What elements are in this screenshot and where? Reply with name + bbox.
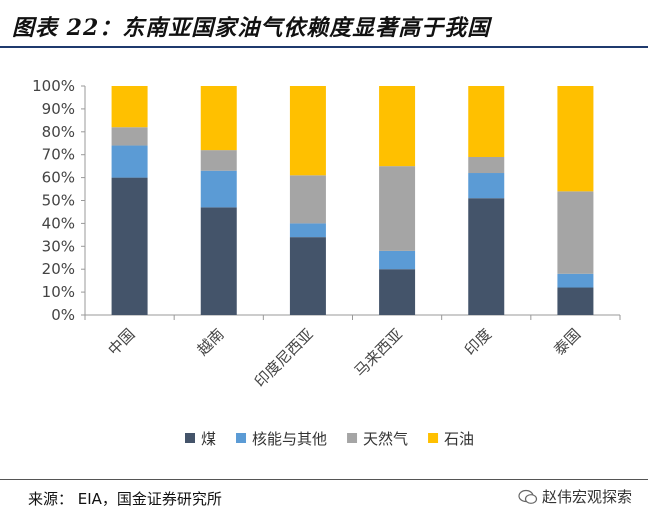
- bar-天然气-泰国: [557, 191, 594, 274]
- bar-核能与其他-马来西亚: [379, 250, 416, 270]
- bar-煤-泰国: [557, 287, 594, 315]
- bar-石油-泰国: [557, 86, 594, 192]
- stacked-bar-chart: 0% 10% 20% 30% 40% 50% 60% 70% 80% 90% 100% 中国 越南 印度尼…: [32, 77, 621, 448]
- x-tick-label: 泰国: [550, 325, 584, 359]
- legend-swatch-天然气: [347, 433, 358, 443]
- x-tick-label: 印度尼西亚: [251, 325, 317, 391]
- y-tick-label: 0%: [51, 306, 75, 324]
- title-bar: 图表 22：东南亚国家油气依赖度显著高于我国: [0, 0, 648, 48]
- legend-label: 煤: [201, 430, 216, 448]
- bar-天然气-印度: [468, 156, 505, 174]
- y-tick-label: 60%: [42, 169, 75, 187]
- legend-label: 石油: [444, 430, 474, 448]
- wechat-icon: [518, 489, 538, 504]
- bar-天然气-越南: [200, 150, 237, 171]
- bar-天然气-马来西亚: [379, 166, 416, 251]
- source-note: 来源： EIA，国金证券研究所: [28, 490, 222, 508]
- x-tick-label: 印度: [461, 325, 495, 359]
- legend-swatch-核能与其他: [236, 433, 247, 443]
- y-tick-label: 90%: [42, 100, 75, 118]
- bar-石油-印度: [468, 86, 505, 157]
- footer-divider: [0, 479, 648, 480]
- y-tick-label: 30%: [42, 237, 75, 255]
- chart-title: 图表 22：东南亚国家油气依赖度显著高于我国: [12, 15, 491, 41]
- bar-核能与其他-泰国: [557, 273, 594, 288]
- legend-swatch-石油: [428, 433, 439, 443]
- bar-煤-印度: [468, 198, 505, 315]
- bar-核能与其他-中国: [111, 145, 148, 178]
- bar-天然气-印度尼西亚: [289, 175, 326, 224]
- bar-核能与其他-印度尼西亚: [289, 223, 326, 238]
- y-tick-label: 40%: [42, 214, 75, 232]
- y-tick-label: 10%: [42, 283, 75, 301]
- y-tick-label: 50%: [42, 192, 75, 210]
- bar-天然气-中国: [111, 127, 148, 146]
- legend-label: 核能与其他: [252, 430, 327, 448]
- legend-label: 天然气: [363, 430, 408, 448]
- y-tick-label: 100%: [32, 77, 75, 95]
- bar-煤-印度尼西亚: [289, 237, 326, 315]
- x-tick-label: 中国: [104, 325, 138, 359]
- bar-石油-印度尼西亚: [289, 86, 326, 176]
- bar-石油-中国: [111, 86, 148, 128]
- y-tick-label: 70%: [42, 146, 75, 164]
- watermark-text: 赵伟宏观探索: [541, 488, 632, 506]
- bar-石油-马来西亚: [379, 86, 416, 167]
- bar-煤-中国: [111, 177, 148, 315]
- bar-煤-越南: [200, 207, 237, 315]
- bar-核能与其他-越南: [200, 170, 237, 208]
- x-tick-label: 马来西亚: [351, 325, 406, 380]
- bar-石油-越南: [200, 86, 237, 151]
- legend-swatch-煤: [185, 433, 195, 443]
- y-tick-label: 80%: [42, 123, 75, 141]
- title-divider: [0, 46, 648, 48]
- watermark: 赵伟宏观探索: [518, 486, 632, 507]
- x-tick-label: 越南: [194, 325, 228, 359]
- bar-核能与其他-印度: [468, 173, 505, 199]
- y-tick-label: 20%: [42, 260, 75, 278]
- bar-煤-马来西亚: [379, 269, 416, 315]
